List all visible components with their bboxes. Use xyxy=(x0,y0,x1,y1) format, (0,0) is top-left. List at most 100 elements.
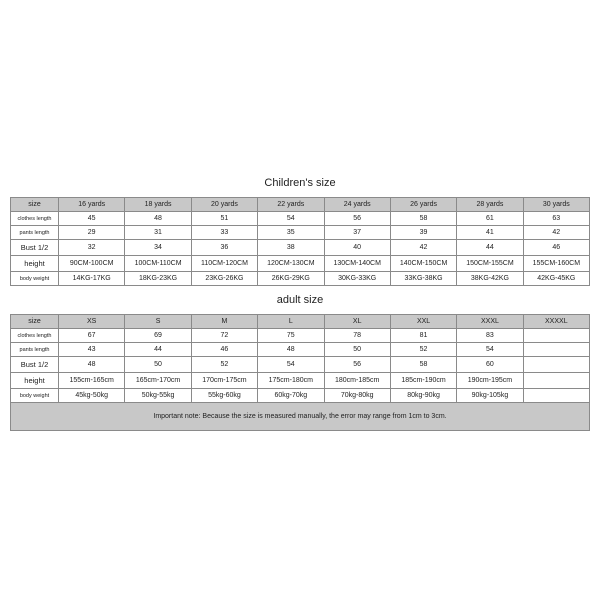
children-col-2: 20 yards xyxy=(191,198,257,212)
cell: 41 xyxy=(457,226,523,240)
cell: 31 xyxy=(125,226,191,240)
cell: 120CM-130CM xyxy=(258,256,324,272)
cell: 42 xyxy=(390,240,456,256)
cell: 44 xyxy=(457,240,523,256)
cell: 75 xyxy=(258,329,324,343)
cell: 78 xyxy=(324,329,390,343)
cell: 42 xyxy=(523,226,589,240)
cell: 70kg-80kg xyxy=(324,389,390,403)
cell: 33 xyxy=(191,226,257,240)
children-col-5: 26 yards xyxy=(390,198,456,212)
cell: 52 xyxy=(390,343,456,357)
children-section-title: Children's size xyxy=(10,169,590,197)
cell: 42KG-45KG xyxy=(523,272,589,286)
cell: 38KG-42KG xyxy=(457,272,523,286)
adult-row-3-label: height xyxy=(11,373,59,389)
adult-col-6: XXXL xyxy=(457,315,523,329)
cell: 18KG-23KG xyxy=(125,272,191,286)
cell: 46 xyxy=(191,343,257,357)
children-col-1: 18 yards xyxy=(125,198,191,212)
cell xyxy=(523,343,589,357)
table-row: body weight 14KG-17KG 18KG-23KG 23KG-26K… xyxy=(11,272,590,286)
table-row: pants length 43 44 46 48 50 52 54 xyxy=(11,343,590,357)
cell: 36 xyxy=(191,240,257,256)
table-row: clothes length 45 48 51 54 56 58 61 63 xyxy=(11,212,590,226)
children-col-3: 22 yards xyxy=(258,198,324,212)
cell xyxy=(523,357,589,373)
important-note: Important note: Because the size is meas… xyxy=(10,403,590,431)
cell: 165cm-170cm xyxy=(125,373,191,389)
cell: 54 xyxy=(258,212,324,226)
cell: 34 xyxy=(125,240,191,256)
cell: 32 xyxy=(59,240,125,256)
cell: 26KG-29KG xyxy=(258,272,324,286)
size-chart-sheet: Children's size size 16 yards 18 yards 2… xyxy=(10,169,590,431)
table-row: Bust 1/2 48 50 52 54 56 58 60 xyxy=(11,357,590,373)
table-row: body weight 45kg-50kg 50kg-55kg 55kg-60k… xyxy=(11,389,590,403)
cell: 180cm-185cm xyxy=(324,373,390,389)
cell: 190cm-195cm xyxy=(457,373,523,389)
children-col-4: 24 yards xyxy=(324,198,390,212)
cell: 40 xyxy=(324,240,390,256)
cell: 38 xyxy=(258,240,324,256)
children-header-row: size 16 yards 18 yards 20 yards 22 yards… xyxy=(11,198,590,212)
cell: 52 xyxy=(191,357,257,373)
children-row-2-label: Bust 1/2 xyxy=(11,240,59,256)
cell: 60kg-70kg xyxy=(258,389,324,403)
adult-col-4: XL xyxy=(324,315,390,329)
adult-row-1-label: pants length xyxy=(11,343,59,357)
cell: 110CM-120CM xyxy=(191,256,257,272)
adult-col-2: M xyxy=(191,315,257,329)
cell: 63 xyxy=(523,212,589,226)
cell: 100CM-110CM xyxy=(125,256,191,272)
cell: 29 xyxy=(59,226,125,240)
cell: 150CM-155CM xyxy=(457,256,523,272)
cell: 58 xyxy=(390,357,456,373)
cell: 170cm-175cm xyxy=(191,373,257,389)
cell: 69 xyxy=(125,329,191,343)
page: Children's size size 16 yards 18 yards 2… xyxy=(0,0,600,600)
cell xyxy=(523,389,589,403)
adult-header-row: size XS S M L XL XXL XXXL XXXXL xyxy=(11,315,590,329)
cell xyxy=(523,373,589,389)
table-row: Bust 1/2 32 34 36 38 40 42 44 46 xyxy=(11,240,590,256)
cell: 58 xyxy=(390,212,456,226)
cell: 45kg-50kg xyxy=(59,389,125,403)
children-row-0-label: clothes length xyxy=(11,212,59,226)
cell: 48 xyxy=(258,343,324,357)
cell: 46 xyxy=(523,240,589,256)
cell: 43 xyxy=(59,343,125,357)
adult-row-label-header: size xyxy=(11,315,59,329)
cell: 155cm-165cm xyxy=(59,373,125,389)
table-row: clothes length 67 69 72 75 78 81 83 xyxy=(11,329,590,343)
cell: 130CM-140CM xyxy=(324,256,390,272)
cell: 185cm-190cm xyxy=(390,373,456,389)
children-col-6: 28 yards xyxy=(457,198,523,212)
cell: 51 xyxy=(191,212,257,226)
adult-size-table: size XS S M L XL XXL XXXL XXXXL clothes … xyxy=(10,314,590,403)
cell: 14KG-17KG xyxy=(59,272,125,286)
cell: 155CM-160CM xyxy=(523,256,589,272)
cell: 140CM-150CM xyxy=(390,256,456,272)
adult-section-title: adult size xyxy=(10,286,590,314)
cell: 33KG-38KG xyxy=(390,272,456,286)
cell: 54 xyxy=(457,343,523,357)
cell: 48 xyxy=(125,212,191,226)
adult-col-5: XXL xyxy=(390,315,456,329)
cell: 56 xyxy=(324,357,390,373)
cell: 81 xyxy=(390,329,456,343)
cell: 50 xyxy=(125,357,191,373)
table-row: pants length 29 31 33 35 37 39 41 42 xyxy=(11,226,590,240)
cell: 50 xyxy=(324,343,390,357)
cell: 67 xyxy=(59,329,125,343)
adult-col-3: L xyxy=(258,315,324,329)
cell: 61 xyxy=(457,212,523,226)
children-col-7: 30 yards xyxy=(523,198,589,212)
cell xyxy=(523,329,589,343)
cell: 35 xyxy=(258,226,324,240)
adult-col-7: XXXXL xyxy=(523,315,589,329)
table-row: height 90CM-100CM 100CM-110CM 110CM-120C… xyxy=(11,256,590,272)
cell: 30KG-33KG xyxy=(324,272,390,286)
cell: 90CM-100CM xyxy=(59,256,125,272)
adult-row-0-label: clothes length xyxy=(11,329,59,343)
